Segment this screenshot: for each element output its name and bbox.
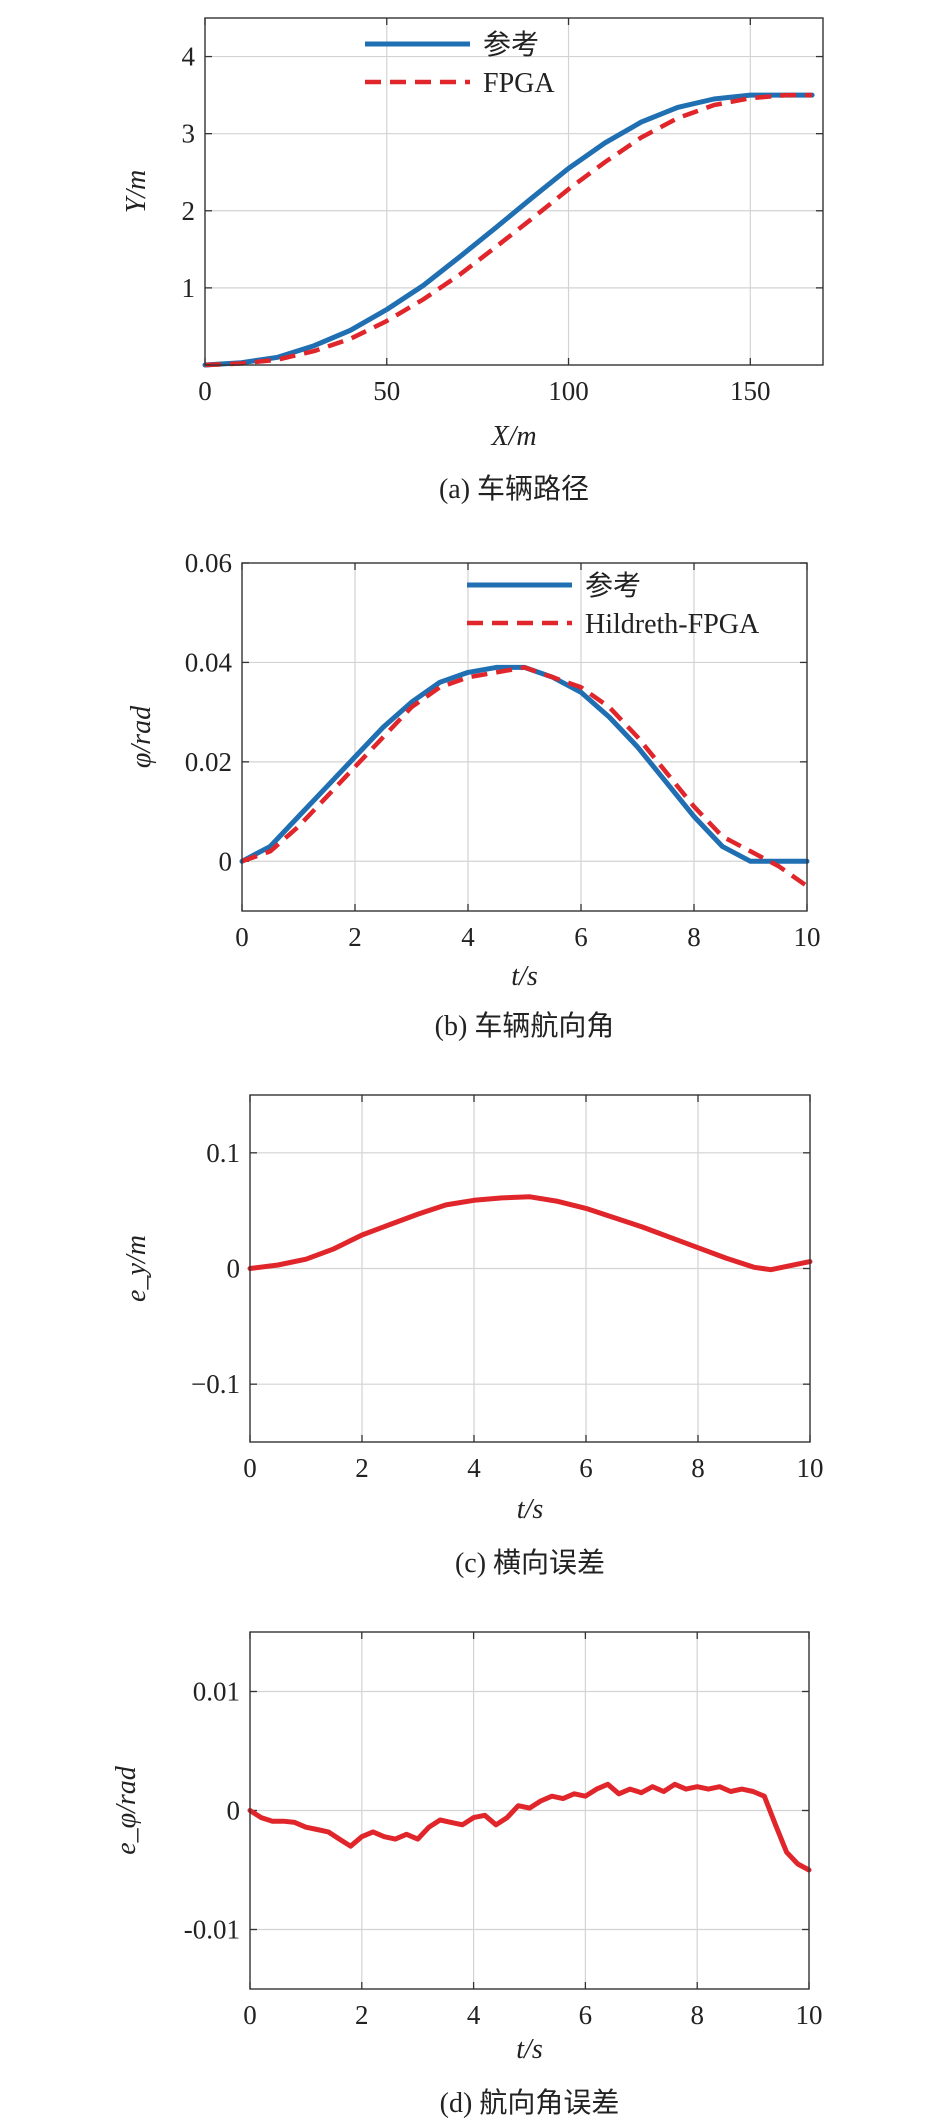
figure-caption: (a) 车辆路径 [439,473,589,505]
plot-frame [241,562,808,912]
y-tick-label: -0.01 [184,1915,240,1945]
series-line-- [202,92,815,368]
x-tick-label: 4 [461,922,475,952]
y-tick-label: 0.04 [185,647,233,677]
y-tick-label: 0 [227,1796,241,1826]
y-axis-label: φ/rad [126,705,157,768]
y-tick-label: 4 [182,42,196,72]
legend-label: 参考 [483,29,539,61]
y-axis-label: e_y/m [121,1235,152,1302]
series-line-fpga [204,92,813,368]
x-tick-label: 6 [579,2000,593,2030]
x-tick-label: 8 [687,922,701,952]
plot-frame [249,1631,810,1990]
x-axis-label: t/s [516,2034,543,2065]
chart-a: 0 50 100 150 1 2 3 4 参考 FPGA X/m Y/m (a) 车辆路径 [121,17,824,505]
figure-caption: (d) 航向角误差 [440,2087,620,2119]
y-tick-label: 0 [227,1254,241,1284]
x-tick-label: 0 [235,922,249,952]
series-line-series-0 [247,1781,812,1873]
x-tick-label: 150 [730,376,771,406]
series-line-- [239,664,810,864]
x-tick-label: 4 [467,1453,481,1483]
y-tick-label: 0 [219,846,233,876]
x-tick-label: 2 [355,1453,369,1483]
legend-label: 参考 [585,570,641,602]
y-axis-label: e_φ/rad [111,1765,142,1855]
x-tick-label: 2 [348,922,362,952]
y-tick-label: 2 [182,196,196,226]
y-tick-label: 0.1 [206,1138,240,1168]
legend-label: Hildreth-FPGA [585,609,760,640]
x-tick-label: 4 [467,2000,481,2030]
chart-c: 0 2 4 6 8 10 −0.1 0 0.1 t/s e_y/m (c) 横向误差 [121,1094,824,1579]
x-tick-label: 6 [579,1453,593,1483]
x-tick-label: 50 [373,376,400,406]
x-tick-label: 0 [198,376,212,406]
y-axis-label: Y/m [121,170,152,214]
chart-d: 0 2 4 6 8 10 -0.01 0 0.01 t/s e_φ/rad (d) 航向角误差 [111,1631,823,2119]
x-tick-label: 6 [574,922,588,952]
y-tick-label: 1 [182,273,196,303]
figure-caption: (b) 车辆航向角 [435,1010,615,1042]
chart-b: 0 2 4 6 8 10 0 0.02 0.04 0.06 参考 Hildreth-FPGA t/s φ/… [126,548,821,1042]
x-tick-label: 100 [548,376,589,406]
y-tick-label: 0.01 [193,1677,240,1707]
x-tick-label: 10 [794,922,821,952]
x-axis-label: t/s [511,961,538,992]
series-line-hildreth-fpga [241,665,809,888]
x-tick-label: 8 [690,2000,704,2030]
y-tick-label: 0.06 [185,548,232,578]
x-tick-label: 8 [691,1453,705,1483]
legend-label: FPGA [483,68,555,99]
y-tick-label: 3 [182,119,196,149]
plot-frame [204,17,824,366]
x-axis-label: X/m [490,421,536,452]
y-tick-label: 0.02 [185,747,232,777]
plot-frame [249,1094,811,1443]
x-axis-label: t/s [517,1494,544,1525]
series-line-series-0 [247,1194,813,1273]
x-tick-label: 10 [796,2000,823,2030]
y-tick-label: −0.1 [191,1369,240,1399]
x-tick-label: 0 [243,1453,257,1483]
x-tick-label: 10 [797,1453,824,1483]
x-tick-label: 2 [355,2000,369,2030]
x-tick-label: 0 [243,2000,257,2030]
figure-caption: (c) 横向误差 [455,1547,605,1579]
